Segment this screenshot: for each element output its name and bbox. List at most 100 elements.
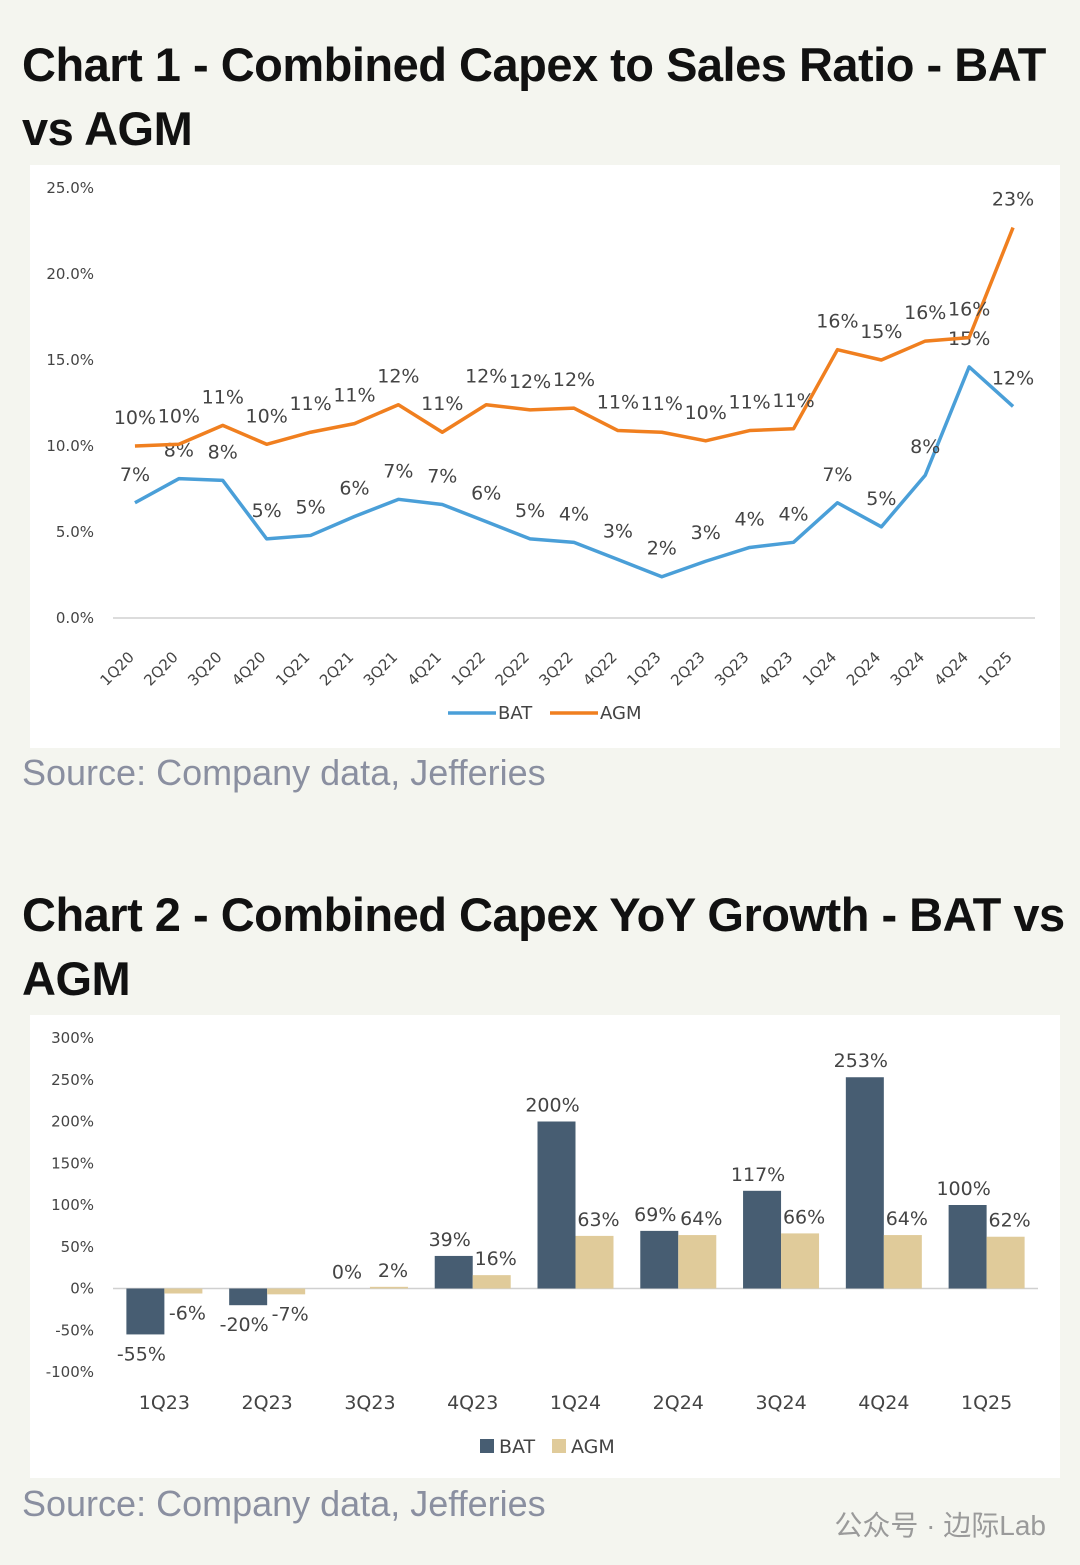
data-label: 6% bbox=[471, 483, 501, 505]
bar bbox=[369, 1286, 408, 1289]
bar bbox=[883, 1235, 922, 1289]
data-label: 62% bbox=[988, 1210, 1030, 1232]
data-label: 39% bbox=[429, 1229, 471, 1251]
data-label: 3% bbox=[603, 521, 633, 543]
data-label: 7% bbox=[383, 460, 413, 482]
y-tick-label: 300% bbox=[51, 1029, 94, 1047]
y-tick-label: 0% bbox=[70, 1280, 94, 1298]
data-label: 5% bbox=[252, 500, 282, 522]
x-tick-label: 3Q22 bbox=[536, 648, 577, 689]
data-label: 12% bbox=[992, 367, 1034, 389]
data-label: 16% bbox=[904, 302, 946, 324]
y-tick-label: 20.0% bbox=[46, 265, 94, 283]
data-label: 11% bbox=[202, 386, 244, 408]
data-label: 253% bbox=[834, 1050, 888, 1072]
bar bbox=[640, 1230, 679, 1289]
x-tick-label: 4Q21 bbox=[404, 648, 445, 689]
x-tick-label: 1Q23 bbox=[623, 648, 664, 689]
line-series bbox=[134, 365, 1015, 579]
x-tick-label: 4Q23 bbox=[755, 648, 796, 689]
chart-title: Chart 2 - Combined Capex YoY Growth - BA… bbox=[22, 888, 1065, 1005]
legend-swatch bbox=[480, 1439, 494, 1453]
y-tick-label: 250% bbox=[51, 1071, 94, 1089]
data-label: 16% bbox=[816, 311, 858, 333]
data-label: 11% bbox=[641, 393, 683, 415]
data-label: 0% bbox=[332, 1262, 362, 1284]
x-tick-label: 2Q21 bbox=[316, 648, 357, 689]
data-label: 12% bbox=[465, 366, 507, 388]
bar bbox=[164, 1288, 203, 1294]
bar bbox=[986, 1236, 1025, 1289]
x-tick-label: 1Q24 bbox=[550, 1392, 601, 1414]
bar bbox=[948, 1205, 987, 1289]
y-tick-label: 5.0% bbox=[56, 523, 94, 541]
data-label: 100% bbox=[936, 1178, 990, 1200]
y-tick-label: -100% bbox=[46, 1363, 94, 1381]
data-label: 8% bbox=[910, 436, 940, 458]
source: Source: Company data, Jefferies bbox=[22, 752, 546, 793]
data-label: 15% bbox=[860, 321, 902, 343]
watermark: 公众号 · 边际Lab bbox=[834, 1510, 1046, 1541]
bar bbox=[845, 1077, 884, 1289]
bar bbox=[267, 1288, 306, 1295]
data-label: 200% bbox=[525, 1095, 579, 1117]
data-label: 16% bbox=[475, 1248, 517, 1270]
data-label: 12% bbox=[553, 369, 595, 391]
x-tick-label: 4Q23 bbox=[447, 1392, 498, 1414]
data-label: 23% bbox=[992, 189, 1034, 211]
y-tick-label: 100% bbox=[51, 1196, 94, 1214]
data-label: 3% bbox=[691, 522, 721, 544]
data-label: 7% bbox=[427, 465, 457, 487]
data-label: 11% bbox=[333, 385, 375, 407]
bar bbox=[678, 1235, 717, 1289]
data-label: 7% bbox=[822, 464, 852, 486]
x-tick-label: 3Q21 bbox=[360, 648, 401, 689]
x-tick-label: 3Q23 bbox=[711, 648, 752, 689]
x-tick-label: 2Q22 bbox=[492, 648, 533, 689]
x-tick-label: 2Q24 bbox=[653, 1392, 704, 1414]
x-tick-label: 4Q24 bbox=[931, 648, 972, 689]
bar bbox=[472, 1275, 511, 1289]
data-label: 11% bbox=[772, 390, 814, 412]
data-label: 2% bbox=[647, 538, 677, 560]
data-label: 10% bbox=[158, 405, 200, 427]
x-tick-label: 1Q24 bbox=[799, 648, 840, 689]
chart: 0.0% 5.0% 10.0% 15.0% 20.0% 25.0% 1Q20 2Q20 3Q20… bbox=[30, 165, 1060, 748]
x-tick-label: 1Q25 bbox=[961, 1392, 1012, 1414]
data-label: 66% bbox=[783, 1206, 825, 1228]
data-label: 69% bbox=[634, 1204, 676, 1226]
x-tick-label: 3Q23 bbox=[344, 1392, 395, 1414]
legend-label: BAT bbox=[498, 703, 533, 724]
x-tick-label: 2Q20 bbox=[140, 648, 181, 689]
data-label: 12% bbox=[377, 366, 419, 388]
x-tick-label: 3Q24 bbox=[755, 1392, 806, 1414]
data-label: -7% bbox=[272, 1303, 309, 1325]
x-tick-label: 1Q25 bbox=[975, 648, 1016, 689]
bar bbox=[575, 1235, 614, 1289]
y-tick-label: 150% bbox=[51, 1154, 94, 1172]
data-label: 10% bbox=[246, 405, 288, 427]
legend-label: BAT bbox=[499, 1436, 536, 1458]
y-tick-label: 10.0% bbox=[46, 437, 94, 455]
chart: -100% -50% 0% 50% 100% 150% 200% 250% 300% 1Q23 -5… bbox=[30, 1015, 1060, 1478]
y-tick-label: 15.0% bbox=[46, 351, 94, 369]
x-tick-label: 2Q24 bbox=[843, 648, 884, 689]
data-label: 16% bbox=[948, 299, 990, 321]
x-tick-label: 4Q24 bbox=[858, 1392, 909, 1414]
y-tick-label: 50% bbox=[61, 1238, 94, 1256]
bar bbox=[126, 1288, 165, 1335]
data-label: 10% bbox=[114, 407, 156, 429]
legend-swatch bbox=[552, 1439, 566, 1453]
bar bbox=[434, 1255, 473, 1289]
x-tick-label: 3Q24 bbox=[887, 648, 928, 689]
data-label: 11% bbox=[729, 392, 771, 414]
data-label: 12% bbox=[509, 371, 551, 393]
data-label: -55% bbox=[117, 1343, 166, 1365]
data-label: 11% bbox=[289, 393, 331, 415]
data-label: 5% bbox=[866, 488, 896, 510]
x-tick-label: 1Q22 bbox=[448, 648, 489, 689]
data-label: 8% bbox=[208, 441, 238, 463]
legend-label: AGM bbox=[571, 1436, 615, 1458]
x-tick-label: 2Q23 bbox=[242, 1392, 293, 1414]
